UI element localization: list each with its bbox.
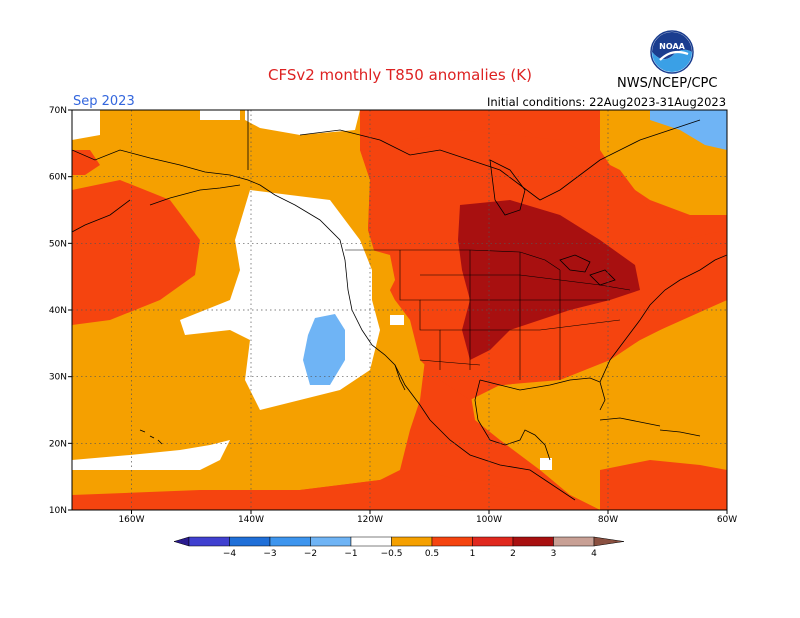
initial-conditions: Initial conditions: 22Aug2023-31Aug2023 xyxy=(487,95,727,109)
colorbar-segment xyxy=(229,536,271,547)
lat-tick-label: 50N xyxy=(49,239,67,249)
colorbar-label: −2 xyxy=(304,549,317,559)
colorbar-label: −3 xyxy=(263,549,276,559)
colorbar-segment xyxy=(431,536,473,547)
map-title: CFSv2 monthly T850 anomalies (K) xyxy=(268,66,532,84)
latitude-ticks: 70N 60N 50N 40N 30N 20N 10N xyxy=(49,106,72,516)
colorbar-segment xyxy=(188,536,230,547)
lon-tick-label: 100W xyxy=(476,515,502,525)
colorbar-label: −1 xyxy=(344,549,357,559)
agency-label: NWS/NCEP/CPC xyxy=(617,76,718,91)
colorbar-arrow-left xyxy=(173,536,190,547)
colorbar-segment xyxy=(553,536,595,547)
colorbar-label: 2 xyxy=(510,549,516,559)
political-borders xyxy=(345,249,631,380)
colorbar-arrow-right xyxy=(593,536,625,547)
lon-tick-label: 60W xyxy=(717,515,737,525)
noaa-logo: NOAA xyxy=(650,30,694,74)
colorbar-label: 4 xyxy=(591,549,597,559)
colorbar-label: 1 xyxy=(470,549,476,559)
lon-tick-label: 160W xyxy=(118,515,144,525)
forecast-month: Sep 2023 xyxy=(73,94,135,109)
colorbar-label: 0.5 xyxy=(425,549,439,559)
colorbar-label: −4 xyxy=(223,549,237,559)
coastlines xyxy=(72,110,727,501)
colorbar-segment xyxy=(350,536,392,547)
lat-tick-label: 10N xyxy=(49,506,67,516)
graticule xyxy=(72,110,727,510)
colorbar-segment xyxy=(391,536,433,547)
colorbar-label: −0.5 xyxy=(381,549,403,559)
colorbar-segment xyxy=(472,536,514,547)
logo-text: NOAA xyxy=(659,42,685,51)
longitude-ticks: 160W 140W 120W 100W 80W 60W xyxy=(118,510,737,525)
lat-tick-label: 60N xyxy=(49,173,67,183)
lat-tick-label: 30N xyxy=(49,373,67,383)
colorbar-segment xyxy=(512,536,554,547)
anomaly-field xyxy=(72,110,727,510)
colorbar-segment xyxy=(310,536,352,547)
lon-tick-label: 80W xyxy=(598,515,618,525)
lon-tick-label: 140W xyxy=(238,515,264,525)
lat-tick-label: 70N xyxy=(49,106,67,116)
colorbar: −4 −3 −2 −1 −0.5 0.5 1 2 3 4 xyxy=(173,536,625,559)
colorbar-label: 3 xyxy=(551,549,557,559)
colorbar-segment xyxy=(269,536,311,547)
lon-tick-label: 120W xyxy=(357,515,383,525)
lat-tick-label: 40N xyxy=(49,306,67,316)
lat-tick-label: 20N xyxy=(49,439,67,449)
